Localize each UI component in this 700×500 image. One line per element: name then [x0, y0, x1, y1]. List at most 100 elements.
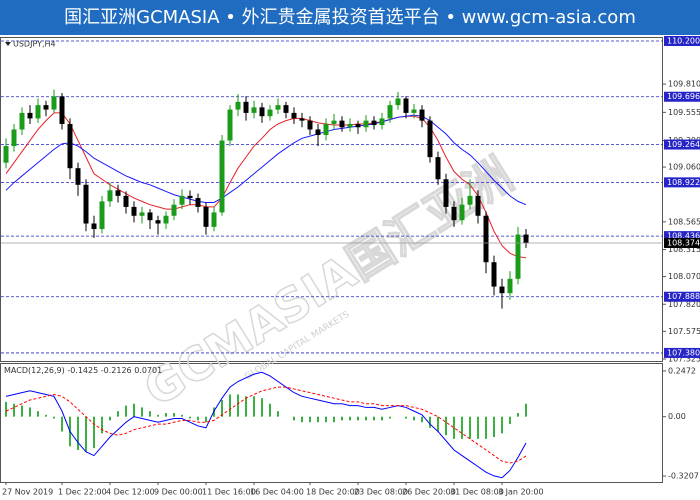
candle-body — [435, 157, 441, 180]
candle-body — [59, 96, 65, 124]
macd-histogram-bar — [349, 416, 351, 421]
candle-body — [307, 120, 313, 130]
macd-histogram-bar — [485, 416, 487, 439]
symbol-title: USDJPY,H4 — [13, 40, 56, 49]
macd-histogram-bar — [269, 403, 271, 417]
moving-average — [5, 112, 527, 259]
candle-body — [283, 105, 289, 113]
macd-histogram-bar — [197, 416, 199, 421]
macd-y-tick-label: 0.2472 — [668, 366, 696, 375]
candle-body — [179, 195, 185, 205]
candle-body — [411, 109, 417, 113]
macd-histogram-bar — [509, 416, 511, 425]
macd-histogram-bar — [189, 416, 191, 419]
macd-histogram-bar — [365, 416, 367, 421]
current-price-box — [664, 237, 700, 248]
candle-body — [107, 190, 113, 202]
level-label-box — [664, 35, 700, 46]
candle-body — [363, 120, 369, 128]
candle-body — [459, 204, 465, 221]
candle-body — [139, 212, 145, 216]
macd-histogram-bar — [461, 416, 463, 439]
macd-histogram-bar — [245, 396, 247, 417]
candle-body — [51, 96, 57, 110]
candle-body — [3, 146, 9, 163]
macd-histogram-bar — [357, 416, 359, 421]
candle-body — [339, 120, 345, 128]
x-tick-label: 27 Nov 2019 — [2, 488, 53, 497]
candle-body — [99, 201, 105, 230]
candle-body — [491, 262, 497, 287]
candle-body — [323, 123, 329, 136]
macd-histogram-bar — [253, 396, 255, 417]
candle-body — [515, 234, 521, 279]
candle-body — [259, 107, 265, 117]
candle-body — [163, 215, 169, 224]
candle-body — [371, 120, 377, 126]
macd-histogram-bar — [309, 416, 311, 423]
macd-histogram-bar — [381, 416, 383, 421]
macd-histogram-bar — [373, 416, 375, 421]
candle-body — [299, 118, 305, 121]
candle-body — [403, 98, 409, 113]
macd-histogram-bar — [53, 416, 55, 419]
candle-body — [235, 101, 241, 110]
macd-histogram-bar — [157, 414, 159, 417]
macd-histogram-bar — [5, 401, 7, 417]
candle-body — [155, 220, 161, 224]
level-label-box — [664, 291, 700, 302]
header-bar — [0, 0, 700, 35]
macd-histogram-bar — [237, 394, 239, 417]
candle-body — [443, 179, 449, 207]
macd-histogram-bar — [525, 403, 527, 417]
candle-body — [267, 109, 273, 117]
macd-main-line — [5, 371, 527, 479]
candle-body — [67, 123, 73, 169]
candle-body — [115, 190, 121, 196]
candle-body — [275, 105, 281, 110]
x-tick-label: 9 Dec 00:00 — [154, 488, 203, 497]
candle-body — [219, 140, 225, 213]
macd-histogram-bar — [469, 416, 471, 439]
level-label-box — [664, 91, 700, 102]
candle-body — [291, 112, 297, 119]
y-tick-label: 108.070 — [668, 272, 700, 281]
macd-histogram-bar — [389, 416, 391, 419]
candle-body — [91, 223, 97, 230]
candle-body — [227, 109, 233, 141]
y-tick-label: 107.820 — [668, 300, 700, 309]
candle-body — [43, 105, 49, 110]
candle-body — [419, 109, 425, 121]
candle-body — [19, 112, 25, 130]
current-price-label: 108.374 — [667, 238, 700, 247]
macd-histogram-bar — [405, 416, 407, 419]
macd-y-tick-label: -0.3207 — [668, 472, 699, 481]
candle-body — [467, 195, 473, 205]
candle-body — [243, 101, 249, 113]
macd-histogram-bar — [85, 416, 87, 452]
candle-body — [187, 195, 193, 199]
macd-histogram-bar — [517, 412, 519, 417]
macd-histogram-bar — [501, 416, 503, 434]
header-text: 国汇亚洲GCMASIA • 外汇贵金属投资首选平台 • www.gcm-asia… — [64, 7, 636, 28]
macd-histogram-bar — [325, 416, 327, 423]
macd-histogram-bar — [445, 416, 447, 436]
candle-body — [11, 129, 17, 147]
candle-body — [171, 204, 177, 216]
candle-body — [507, 278, 513, 294]
macd-histogram-bar — [181, 414, 183, 417]
x-tick-label: 18 Dec 20:00 — [306, 488, 360, 497]
macd-histogram-bar — [341, 416, 343, 421]
candle-body — [315, 129, 321, 136]
macd-histogram-bar — [293, 416, 295, 421]
x-tick-label: 16 Dec 04:00 — [250, 488, 304, 497]
macd-histogram-bar — [317, 416, 319, 423]
level-label-box — [664, 347, 700, 358]
macd-histogram-bar — [117, 411, 119, 417]
macd-histogram-bar — [477, 416, 479, 439]
macd-histogram-bar — [77, 416, 79, 450]
macd-histogram-bar — [109, 416, 111, 421]
candle-body — [483, 215, 489, 263]
macd-histogram-bar — [413, 416, 415, 421]
